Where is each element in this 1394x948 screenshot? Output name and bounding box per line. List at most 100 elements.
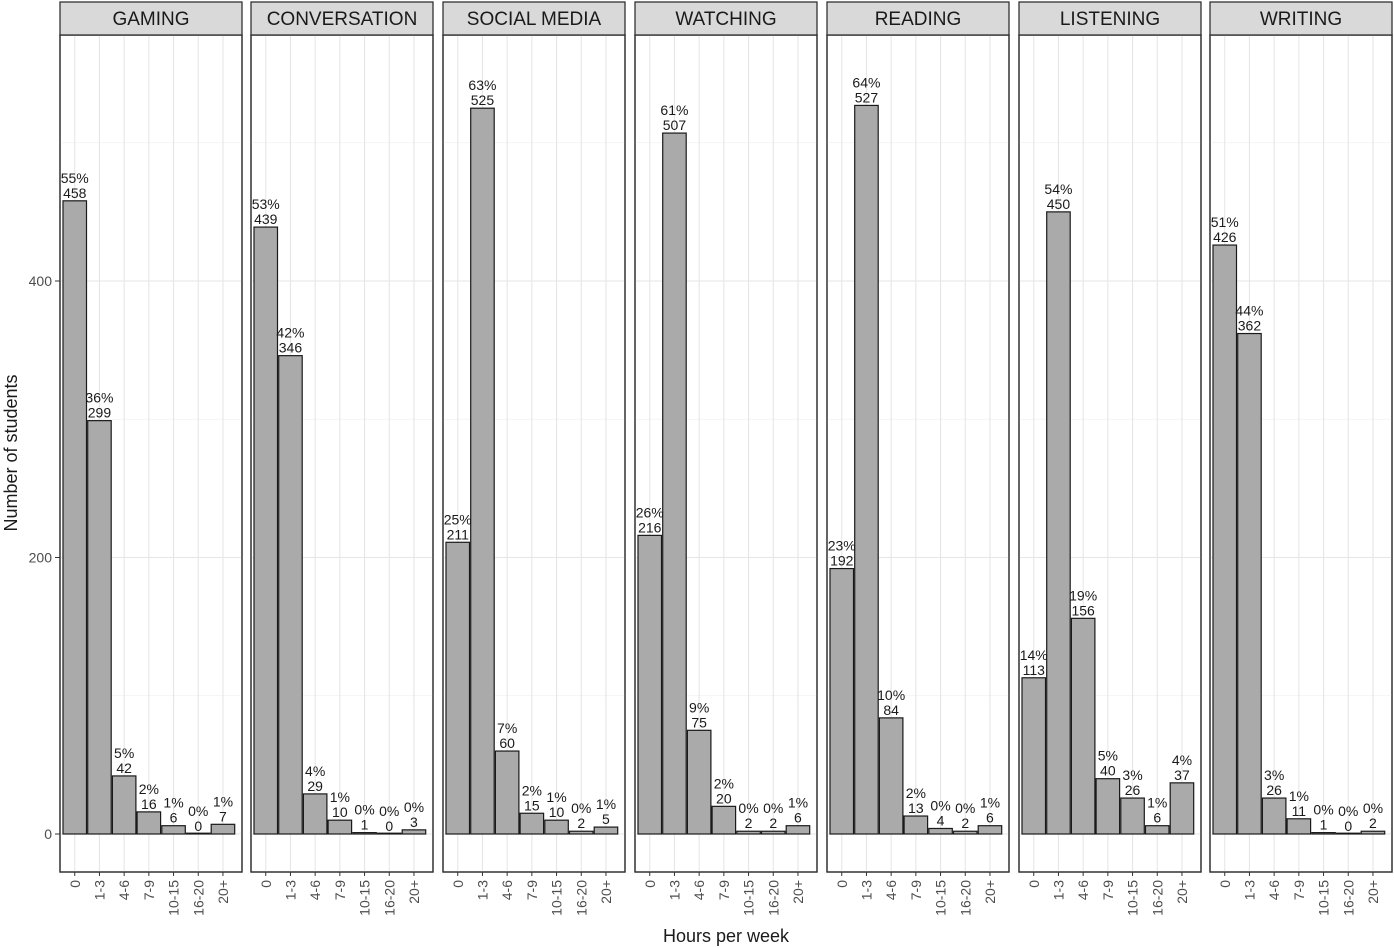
strip-label-gaming: GAMING	[112, 9, 189, 30]
percent-label-gaming-20: 1%	[213, 793, 233, 809]
value-label-gaming-10-15: 6	[170, 810, 178, 826]
x-tick-label-listening-16-20: 16-20	[1149, 880, 1165, 916]
percent-label-conversation-1-3: 42%	[276, 325, 304, 341]
x-tick-label-listening-20: 20+	[1174, 880, 1190, 904]
percent-label-gaming-10-15: 1%	[163, 795, 183, 811]
x-tick-label-watching-20: 20+	[790, 880, 806, 904]
percent-label-social-media-20: 1%	[596, 796, 616, 812]
x-tick-label-gaming-16-20: 16-20	[190, 880, 206, 916]
x-tick-label-social-media-16-20: 16-20	[573, 880, 589, 916]
bar-reading-16-20	[952, 830, 978, 835]
value-label-reading-7-9: 13	[908, 800, 924, 816]
x-tick-label-watching-7-9: 7-9	[716, 880, 732, 900]
value-label-gaming-20: 7	[219, 808, 227, 824]
value-label-listening-10-15: 26	[1125, 782, 1141, 798]
bar-writing-4-6	[1261, 797, 1287, 835]
percent-label-writing-7-9: 1%	[1289, 788, 1309, 804]
bar-watching-4-6	[686, 729, 712, 835]
x-tick-label-writing-4-6: 4-6	[1266, 880, 1282, 900]
percent-label-watching-7-9: 2%	[714, 775, 734, 791]
x-tick-label-listening-4-6: 4-6	[1075, 880, 1091, 900]
x-tick-label-conversation-1-3: 1-3	[282, 880, 298, 900]
bar-conversation-10-15	[352, 832, 377, 835]
percent-label-watching-4-6: 9%	[689, 699, 709, 715]
value-label-listening-1-3: 450	[1047, 196, 1071, 212]
bar-writing-16-20	[1335, 832, 1361, 835]
x-tick-label-watching-16-20: 16-20	[765, 880, 781, 916]
bar-reading-10-15	[928, 827, 953, 835]
bar-gaming-4-6	[111, 775, 137, 835]
percent-label-reading-1-3: 64%	[852, 74, 880, 90]
value-label-writing-20: 2	[1369, 815, 1377, 831]
bar-listening-16-20	[1144, 825, 1170, 835]
x-tick-label-listening-0: 0	[1026, 880, 1042, 888]
value-label-social-media-20: 5	[602, 811, 610, 827]
bar-social-media-10-15	[544, 819, 569, 835]
x-tick-label-reading-20: 20+	[982, 880, 998, 904]
bar-listening-0	[1021, 677, 1047, 835]
x-tick-label-social-media-1-3: 1-3	[474, 880, 490, 900]
strip-label-reading: READING	[875, 9, 962, 30]
bar-social-media-16-20	[568, 830, 594, 835]
percent-label-watching-10-15: 0%	[738, 800, 758, 816]
x-tick-label-conversation-20: 20+	[406, 880, 422, 904]
x-tick-label-gaming-4-6: 4-6	[116, 880, 132, 900]
percent-label-social-media-10-15: 1%	[546, 789, 566, 805]
value-label-conversation-7-9: 10	[332, 804, 348, 820]
value-label-gaming-7-9: 16	[141, 796, 157, 812]
bar-reading-4-6	[878, 717, 904, 835]
value-label-listening-0: 113	[1023, 662, 1046, 678]
x-tick-label-watching-4-6: 4-6	[691, 880, 707, 900]
percent-label-listening-4-6: 19%	[1069, 587, 1097, 603]
value-label-conversation-0: 439	[254, 211, 278, 227]
bar-writing-10-15	[1311, 832, 1336, 835]
percent-label-gaming-0: 55%	[61, 170, 89, 186]
percent-label-social-media-1-3: 63%	[468, 77, 496, 93]
value-label-reading-10-15: 4	[937, 812, 945, 828]
value-label-social-media-4-6: 60	[499, 735, 515, 751]
percent-label-listening-7-9: 5%	[1098, 748, 1118, 764]
percent-label-watching-16-20: 0%	[763, 800, 783, 816]
x-tick-label-watching-0: 0	[642, 880, 658, 888]
x-tick-label-reading-16-20: 16-20	[957, 880, 973, 916]
bar-reading-1-3	[854, 104, 879, 835]
x-tick-label-writing-1-3: 1-3	[1241, 880, 1257, 900]
x-tick-label-gaming-1-3: 1-3	[91, 880, 107, 900]
percent-label-gaming-1-3: 36%	[85, 390, 113, 406]
value-label-reading-20: 6	[986, 810, 994, 826]
x-tick-label-reading-4-6: 4-6	[883, 880, 899, 900]
y-axis-title: Number of students	[1, 374, 21, 531]
x-tick-label-gaming-0: 0	[67, 880, 83, 888]
bar-conversation-4-6	[302, 793, 328, 835]
percent-label-gaming-16-20: 0%	[188, 803, 208, 819]
value-label-listening-16-20: 6	[1153, 810, 1161, 826]
value-label-social-media-16-20: 2	[577, 815, 585, 831]
percent-label-watching-20: 1%	[788, 795, 808, 811]
value-label-writing-7-9: 11	[1292, 803, 1307, 819]
value-label-conversation-20: 3	[410, 814, 418, 830]
bar-gaming-0	[62, 200, 88, 835]
percent-label-conversation-7-9: 1%	[330, 789, 350, 805]
x-tick-label-gaming-20: 20+	[215, 880, 231, 904]
percent-label-writing-20: 0%	[1363, 800, 1383, 816]
percent-label-reading-4-6: 10%	[877, 687, 905, 703]
bar-watching-20	[785, 825, 811, 835]
bar-watching-1-3	[662, 132, 687, 835]
bar-gaming-20	[210, 823, 236, 835]
bar-social-media-7-9	[519, 812, 545, 835]
strip-listening	[1018, 1, 1202, 36]
bar-conversation-16-20	[376, 832, 402, 835]
percent-label-reading-7-9: 2%	[906, 785, 926, 801]
value-label-conversation-1-3: 346	[279, 340, 303, 356]
x-tick-label-social-media-7-9: 7-9	[524, 880, 540, 900]
percent-label-writing-16-20: 0%	[1338, 803, 1358, 819]
value-label-writing-16-20: 0	[1344, 818, 1352, 834]
bar-listening-7-9	[1095, 778, 1121, 835]
x-tick-label-social-media-20: 20+	[598, 880, 614, 904]
strip-label-listening: LISTENING	[1060, 9, 1160, 30]
percent-label-conversation-0: 53%	[252, 196, 280, 212]
bar-conversation-7-9	[327, 819, 353, 835]
x-tick-label-conversation-4-6: 4-6	[307, 880, 323, 900]
